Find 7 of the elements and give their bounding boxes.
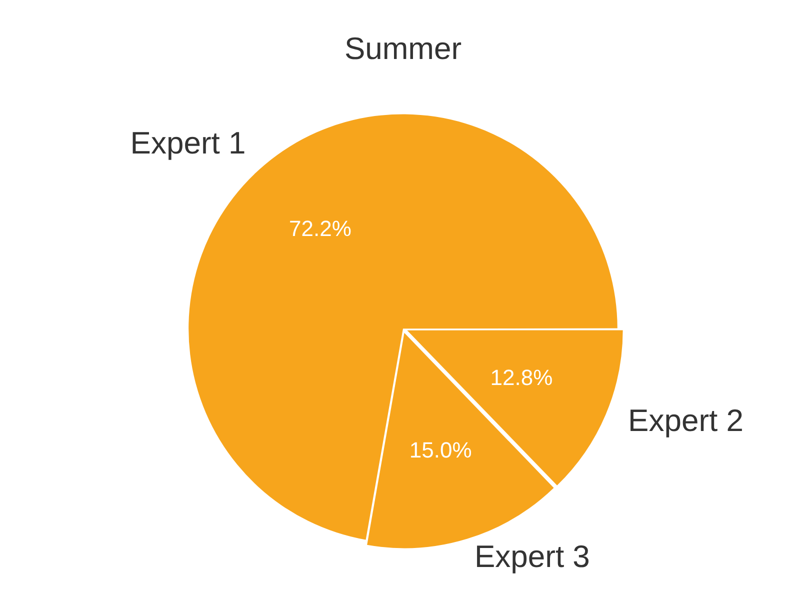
chart-title: Summer — [344, 31, 462, 66]
slice-label: Expert 3 — [474, 538, 590, 574]
slice-label: Expert 1 — [130, 125, 246, 160]
data-label: 12.8% — [490, 364, 553, 390]
data-label: 72.2% — [289, 216, 352, 242]
slice-label: Expert 2 — [628, 402, 744, 438]
data-label: 15.0% — [409, 438, 472, 463]
